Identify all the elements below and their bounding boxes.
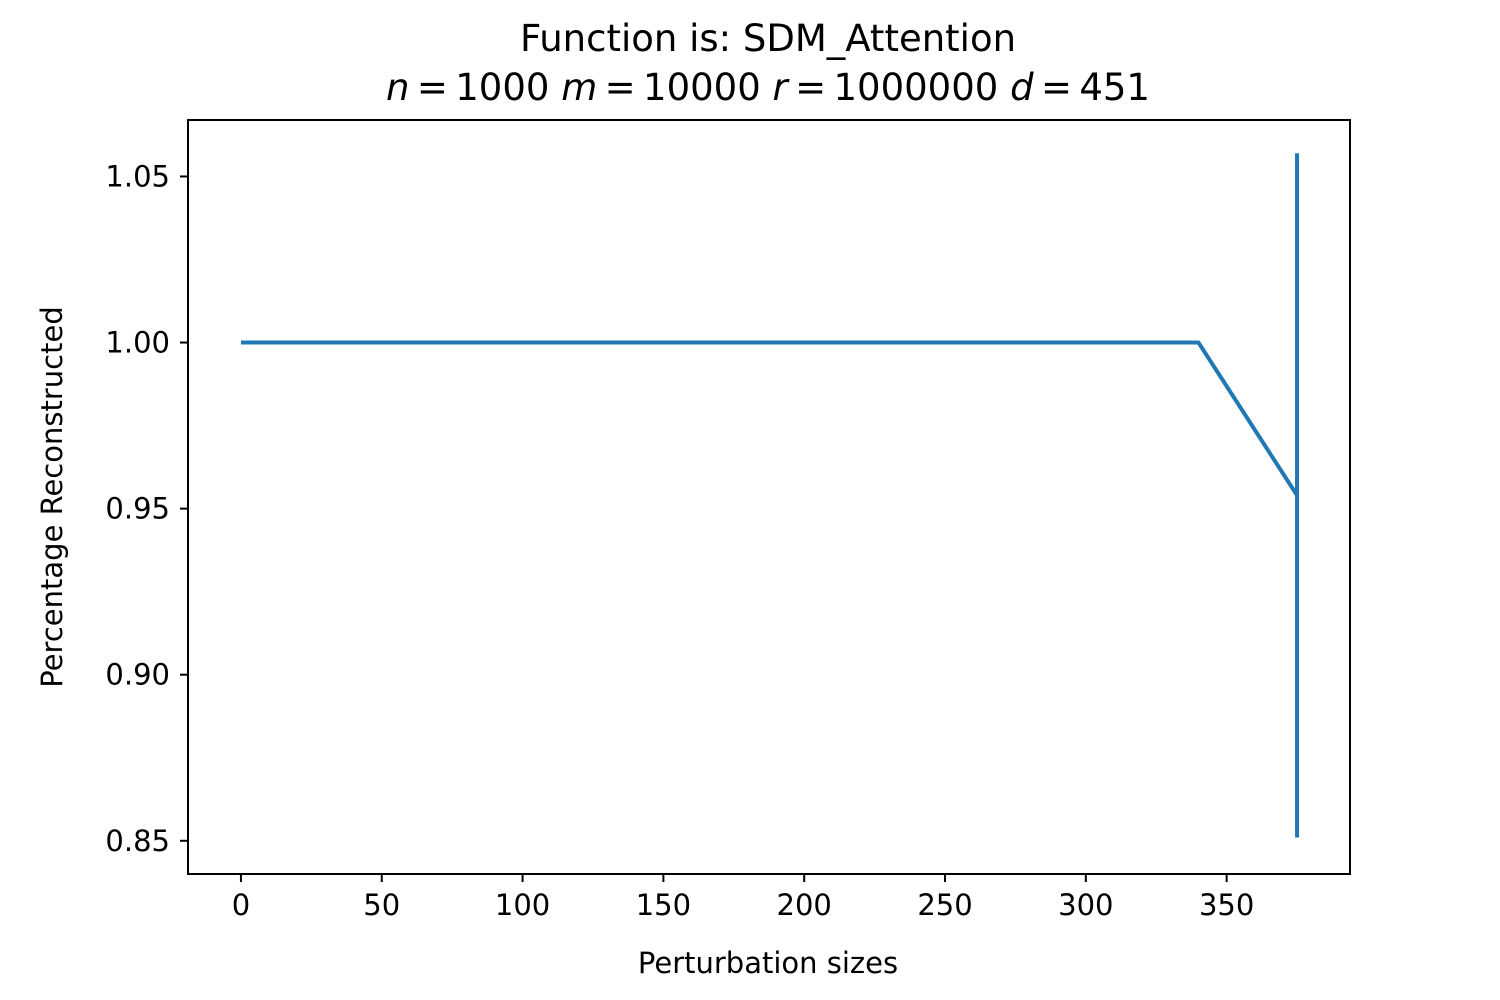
y-tick-label: 0.95 — [105, 492, 170, 526]
x-tick-label: 150 — [636, 888, 691, 922]
y-tick-label: 1.05 — [105, 159, 170, 193]
subtitle-var-n: n — [386, 66, 409, 109]
series-line — [240, 340, 1299, 497]
x-axis-label: Perturbation sizes — [638, 946, 898, 980]
subtitle-var-m: m — [561, 66, 597, 109]
x-tick-label: 300 — [1058, 888, 1113, 922]
y-tick-label: 1.00 — [105, 326, 170, 360]
x-tick-label: 250 — [917, 888, 972, 922]
x-tick-label: 0 — [232, 888, 250, 922]
subtitle-var-r: r — [773, 66, 791, 109]
y-tick-label: 0.85 — [105, 824, 170, 858]
x-tick-label: 100 — [495, 888, 550, 922]
subtitle-value-n: = 1000 — [409, 66, 549, 109]
x-tick-label: 350 — [1199, 888, 1254, 922]
y-axis-ticks: 0.85 0.90 0.95 1.00 1.05 — [105, 159, 188, 858]
series-layer — [240, 153, 1300, 838]
subtitle-var-d: d — [1010, 66, 1034, 109]
y-tick-label: 0.90 — [105, 658, 170, 692]
subtitle-value-d: = 451 — [1034, 66, 1150, 109]
subtitle-value-r: = 1000000 — [788, 66, 999, 109]
x-tick-label: 200 — [777, 888, 832, 922]
plot-area-frame — [187, 119, 1351, 875]
chart-subtitle: n = 1000 m = 10000 r = 1000000 d = 451 — [386, 66, 1150, 109]
subtitle-value-m: = 10000 — [597, 66, 760, 109]
x-axis-ticks: 0 50 100 150 200 250 300 350 — [232, 874, 1254, 922]
x-tick-label: 50 — [363, 888, 400, 922]
chart-title: Function is: SDM_Attention — [520, 17, 1016, 60]
y-axis-label: Percentage Reconstructed — [35, 306, 69, 687]
